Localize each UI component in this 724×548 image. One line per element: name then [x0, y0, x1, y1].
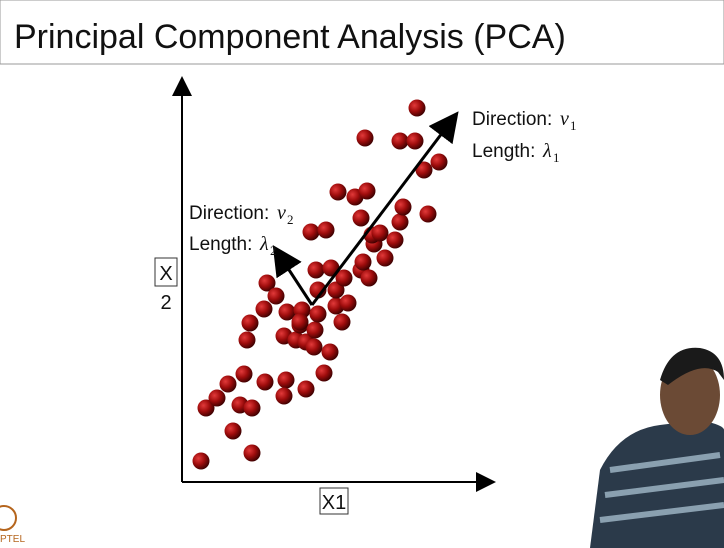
y-axis-index: 2 — [160, 292, 171, 314]
point — [308, 262, 325, 279]
length-text: Length: — [472, 141, 535, 162]
point — [359, 183, 376, 200]
point — [193, 453, 210, 470]
point — [372, 225, 389, 242]
direction-text: Direction: — [472, 109, 552, 130]
direction-subscript: 2 — [287, 212, 294, 227]
point — [334, 314, 351, 331]
point — [276, 388, 293, 405]
length-text: Length: — [189, 234, 252, 255]
point — [310, 306, 327, 323]
point — [257, 374, 274, 391]
length-symbol: λ — [259, 233, 269, 255]
logo-text: PTEL — [0, 534, 25, 545]
length-subscript: 2 — [270, 243, 277, 258]
point — [307, 322, 324, 339]
point — [357, 130, 374, 147]
point — [377, 250, 394, 267]
point — [392, 133, 409, 150]
point — [244, 400, 261, 417]
direction-subscript: 1 — [570, 118, 577, 133]
point — [387, 232, 404, 249]
slide: Principal Component Analysis (PCA) Direc… — [0, 0, 724, 548]
point — [244, 445, 261, 462]
direction-symbol: v — [277, 202, 286, 224]
point — [395, 199, 412, 216]
point — [409, 100, 426, 117]
slide-title: Principal Component Analysis (PCA) — [14, 18, 566, 56]
point — [340, 295, 357, 312]
length-symbol: λ — [542, 140, 552, 162]
point — [306, 339, 323, 356]
point — [431, 154, 448, 171]
presenter — [590, 348, 724, 548]
logo: PTEL — [0, 506, 25, 545]
point — [242, 315, 259, 332]
direction-symbol: v — [560, 108, 569, 130]
point — [303, 224, 320, 241]
points — [193, 100, 448, 470]
point — [407, 133, 424, 150]
length-subscript: 1 — [553, 150, 560, 165]
v2-label: Direction: v 2 Length: λ 2 — [189, 202, 294, 258]
point — [318, 222, 335, 239]
point — [322, 344, 339, 361]
point — [256, 301, 273, 318]
point — [316, 365, 333, 382]
point — [225, 423, 242, 440]
point — [298, 381, 315, 398]
point — [355, 254, 372, 271]
direction-text: Direction: — [189, 203, 269, 224]
point — [330, 184, 347, 201]
point — [292, 314, 309, 331]
point — [236, 366, 253, 383]
point — [392, 214, 409, 231]
point — [209, 390, 226, 407]
y-axis-label: X — [159, 263, 172, 285]
point — [278, 372, 295, 389]
point — [353, 210, 370, 227]
v1-label: Direction: v 1 Length: λ 1 — [472, 108, 577, 165]
point — [420, 206, 437, 223]
x-axis-label: X1 — [322, 492, 346, 514]
point — [268, 288, 285, 305]
point — [239, 332, 256, 349]
point — [220, 376, 237, 393]
point — [361, 270, 378, 287]
